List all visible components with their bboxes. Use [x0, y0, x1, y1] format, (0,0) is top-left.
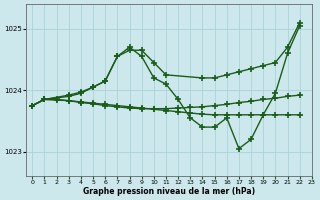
X-axis label: Graphe pression niveau de la mer (hPa): Graphe pression niveau de la mer (hPa)	[83, 187, 255, 196]
